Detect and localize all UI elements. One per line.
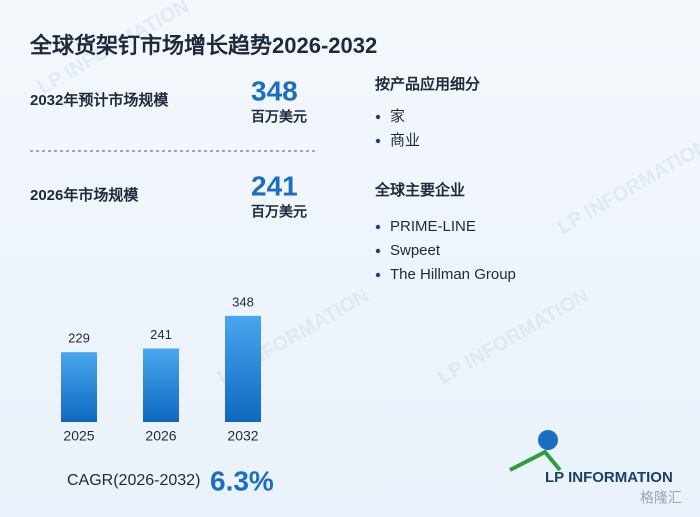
data-label: 229 (68, 331, 90, 346)
bar (143, 348, 179, 422)
list-item: PRIME-LINE (390, 218, 476, 235)
bullet (375, 248, 381, 254)
segment-list: 家商业 (375, 108, 420, 149)
list-item: 商业 (390, 132, 420, 149)
bar (61, 352, 97, 422)
stat-label: 2026年市场规模 (30, 186, 139, 204)
x-tick-label: 2025 (63, 428, 94, 444)
data-label: 241 (150, 327, 172, 342)
logo: LP INFORMATION (509, 430, 673, 486)
bar-chart: 229 2025 241 2026 348 2032 (61, 294, 261, 444)
title: 全球货架钉市场增长趋势2026-2032 (29, 33, 377, 58)
list-item: The Hillman Group (390, 266, 516, 283)
bullet (375, 224, 381, 230)
cagr-label: CAGR(2026-2032) (67, 472, 200, 489)
stat-unit: 百万美元 (251, 204, 307, 220)
section-title: 按产品应用细分 (375, 75, 480, 93)
bullet (375, 272, 381, 278)
x-tick-label: 2026 (145, 428, 176, 444)
stat-label: 2032年预计市场规模 (30, 91, 169, 109)
section-title: 全球主要企业 (374, 181, 465, 199)
logo-text: LP INFORMATION (545, 469, 673, 486)
data-label: 348 (232, 294, 254, 309)
stat-unit: 百万美元 (251, 109, 307, 125)
x-tick-label: 2032 (227, 428, 258, 444)
bullet (375, 114, 381, 120)
credit: 格隆汇 (640, 490, 682, 506)
company-list: PRIME-LINE Swpeet The Hillman Group (375, 218, 516, 283)
bar (225, 315, 261, 422)
stat-value: 348 (251, 75, 298, 106)
list-item: 家 (390, 108, 405, 125)
stat-value: 241 (251, 170, 298, 201)
cagr-value: 6.3% (210, 465, 274, 496)
bullet (375, 138, 381, 144)
list-item: Swpeet (390, 242, 441, 259)
